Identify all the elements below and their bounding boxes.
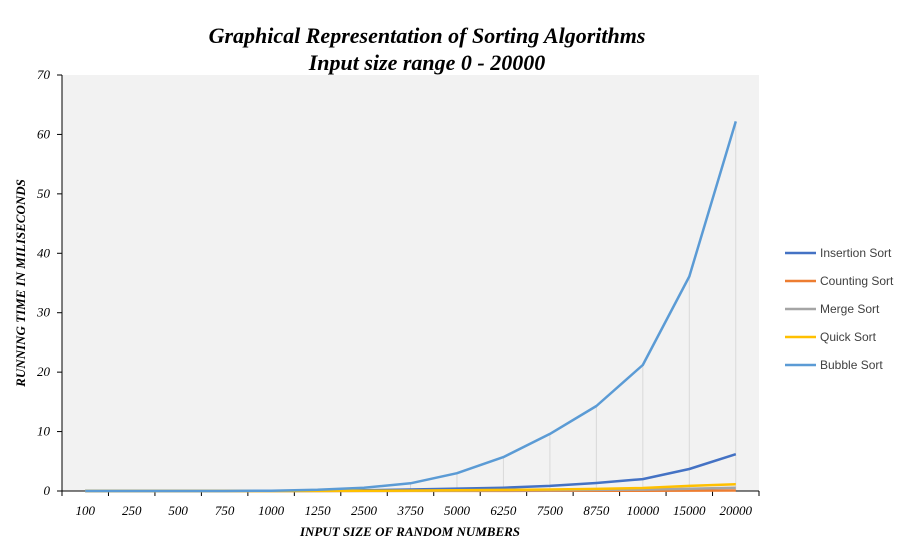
x-tick-label: 15000 xyxy=(673,503,706,518)
legend-label-bubble-sort: Bubble Sort xyxy=(820,358,883,372)
y-tick-label: 10 xyxy=(37,424,51,439)
drop-lines xyxy=(270,121,737,491)
y-tick-label: 40 xyxy=(37,245,51,260)
legend-label-counting-sort: Counting Sort xyxy=(820,274,894,288)
x-tick-label: 7500 xyxy=(537,503,564,518)
x-tick-label: 20000 xyxy=(720,503,753,518)
y-tick-label: 30 xyxy=(36,305,51,320)
y-tick-label: 50 xyxy=(37,186,51,201)
x-tick-label: 3750 xyxy=(397,503,425,518)
x-axis-ticks: 100 250 500 750 1000 1250 2500 3750 5000 6250 7500… xyxy=(61,491,760,518)
x-tick-label: 6250 xyxy=(490,503,517,518)
legend: Insertion Sort Counting Sort Merge Sort Qui… xyxy=(785,246,894,372)
series-line-bubble-sort xyxy=(85,121,737,493)
chart-subtitle: Input size range 0 - 20000 xyxy=(308,50,546,75)
x-tick-label: 5000 xyxy=(444,503,471,518)
y-axis-ticks: 0 10 20 30 40 50 60 70 xyxy=(36,67,62,498)
legend-label-merge-sort: Merge Sort xyxy=(820,302,880,316)
x-axis-label: INPUT SIZE OF RANDOM NUMBERS xyxy=(299,524,520,539)
chart-title: Graphical Representation of Sorting Algo… xyxy=(209,23,646,48)
x-tick-label: 8750 xyxy=(583,503,610,518)
plot-area xyxy=(62,75,759,491)
legend-label-insertion-sort: Insertion Sort xyxy=(820,246,892,260)
y-axis-label: RUNNING TIME IN MILISECONDS xyxy=(13,179,28,388)
x-tick-label: 10000 xyxy=(627,503,660,518)
series-lines xyxy=(85,121,737,493)
x-tick-label: 100 xyxy=(75,503,95,518)
x-tick-label: 2500 xyxy=(351,503,378,518)
x-tick-label: 750 xyxy=(215,503,235,518)
x-tick-label: 1000 xyxy=(258,503,285,518)
x-tick-label: 500 xyxy=(168,503,188,518)
y-tick-label: 70 xyxy=(37,67,51,82)
x-tick-label: 250 xyxy=(122,503,142,518)
y-tick-label: 60 xyxy=(37,126,51,141)
x-tick-label: 1250 xyxy=(305,503,332,518)
y-tick-label: 20 xyxy=(37,364,51,379)
y-tick-label: 0 xyxy=(44,483,51,498)
legend-label-quick-sort: Quick Sort xyxy=(820,330,877,344)
